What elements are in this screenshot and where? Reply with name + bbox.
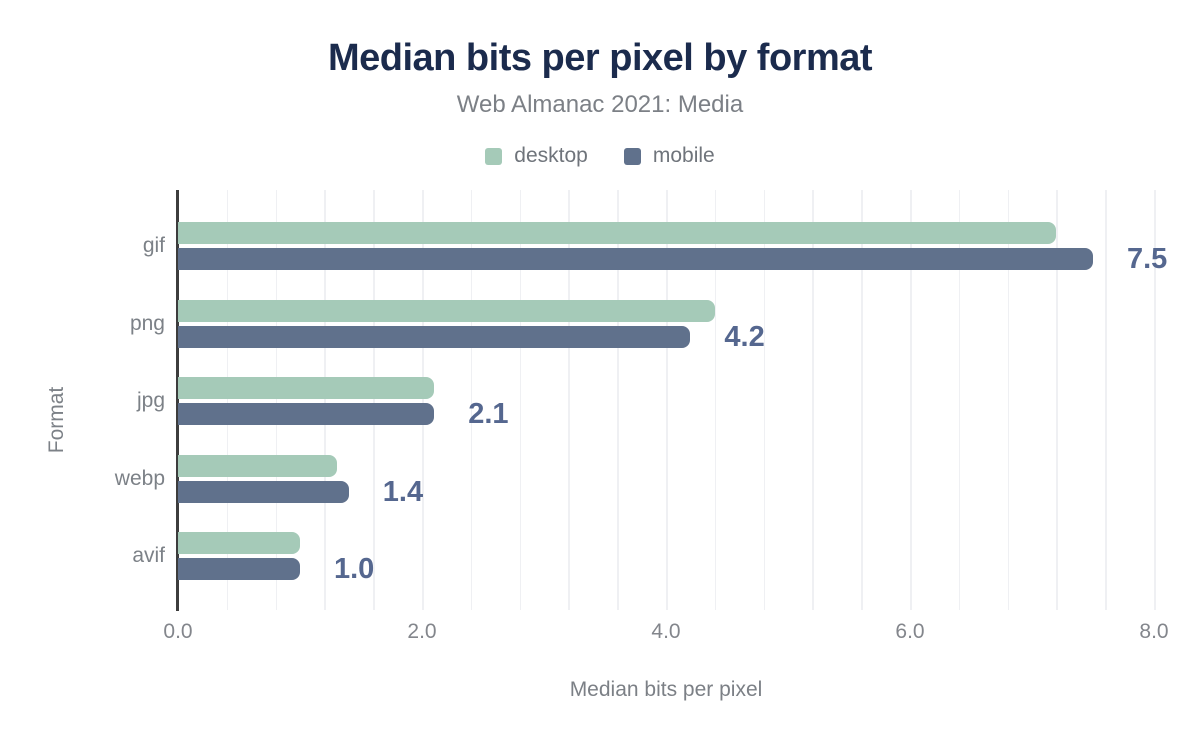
bar-mobile-png xyxy=(178,325,691,348)
gridline xyxy=(1056,190,1058,610)
gridline xyxy=(958,190,961,610)
gridline xyxy=(470,190,473,610)
plot-area: gif 7.5 png 4.2 jpg 2.1 webp 1.4 avif 1.0 0.0 2.0 4.… xyxy=(115,190,1169,643)
mobile-swatch xyxy=(623,147,641,165)
gridline xyxy=(324,190,326,610)
category-label-avif: avif xyxy=(132,544,165,568)
legend-label-desktop: desktop xyxy=(514,144,588,167)
category-label-webp: webp xyxy=(114,466,165,490)
gridline xyxy=(1105,190,1107,610)
chart-subtitle: Web Almanac 2021: Media xyxy=(456,91,744,118)
value-label-jpg: 2.1 xyxy=(468,398,509,431)
bar-mobile-webp xyxy=(178,480,349,503)
gridline xyxy=(422,190,424,610)
gridline xyxy=(714,190,717,610)
value-label-png: 4.2 xyxy=(724,320,765,353)
gridline xyxy=(275,190,278,610)
legend-label-mobile: mobile xyxy=(652,144,715,167)
gridline xyxy=(617,190,619,610)
bar-desktop-webp xyxy=(178,454,337,477)
gridline xyxy=(1007,190,1010,610)
x-tick-label-4.0: 4.0 xyxy=(651,620,681,643)
value-label-avif: 1.0 xyxy=(334,553,375,586)
gridline xyxy=(519,190,522,610)
category-label-gif: gif xyxy=(142,234,165,257)
bar-mobile-avif xyxy=(178,558,300,581)
gridline xyxy=(666,190,668,610)
legend-item-mobile: mobile xyxy=(623,144,715,168)
gridline xyxy=(861,190,863,610)
value-label-webp: 1.4 xyxy=(382,475,424,508)
bar-desktop-gif xyxy=(178,222,1057,244)
x-tick-label-2.0: 2.0 xyxy=(407,620,437,643)
x-tick-label-8.0: 8.0 xyxy=(1139,620,1169,643)
bar-mobile-jpg xyxy=(178,403,435,426)
bar-desktop-jpg xyxy=(178,377,435,400)
chart-title: Median bits per pixel by format xyxy=(327,37,873,79)
gridline xyxy=(226,190,229,610)
category-label-jpg: jpg xyxy=(136,389,165,413)
legend: desktop mobile xyxy=(0,144,1200,168)
gridline xyxy=(373,190,375,610)
legend-item-desktop: desktop xyxy=(485,144,588,168)
gridline xyxy=(568,190,570,610)
y-axis-title: Format xyxy=(45,386,68,454)
bar-mobile-gif xyxy=(178,248,1093,270)
y-axis-line xyxy=(176,190,179,611)
x-tick-label-0.0: 0.0 xyxy=(163,620,193,643)
bar-desktop-png xyxy=(178,299,715,322)
x-axis-title: Median bits per pixel xyxy=(569,678,763,701)
category-label-png: png xyxy=(129,311,165,335)
desktop-swatch xyxy=(485,147,503,165)
gridline xyxy=(910,190,912,610)
x-tick-label-6.0: 6.0 xyxy=(895,620,925,643)
gridline xyxy=(812,190,814,610)
bar-desktop-avif xyxy=(178,532,300,555)
value-label-gif: 7.5 xyxy=(1127,243,1168,275)
gridline xyxy=(763,190,766,610)
gridline xyxy=(1154,190,1156,610)
